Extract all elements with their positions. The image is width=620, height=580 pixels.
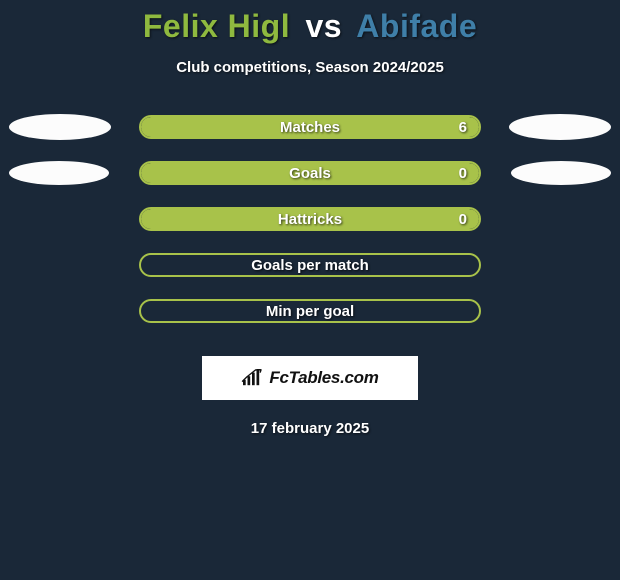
stat-label: Min per goal <box>141 301 479 321</box>
player2-name: Abifade <box>356 8 477 44</box>
vs-text: vs <box>306 8 343 44</box>
page-title: Felix Higl vs Abifade <box>0 8 620 45</box>
stat-row: Min per goal <box>0 288 620 334</box>
player2-ellipse <box>511 161 611 185</box>
stat-bar: Min per goal <box>139 299 481 323</box>
brand-text: FcTables.com <box>269 368 378 388</box>
stat-label: Matches <box>141 117 479 137</box>
stat-row: Hattricks0 <box>0 196 620 242</box>
player1-ellipse <box>9 114 111 140</box>
snapshot-date: 17 february 2025 <box>0 420 620 437</box>
subtitle: Club competitions, Season 2024/2025 <box>0 59 620 76</box>
brand-badge: FcTables.com <box>202 356 418 400</box>
stat-label: Goals per match <box>141 255 479 275</box>
stat-row: Matches6 <box>0 104 620 150</box>
stat-bar: Matches6 <box>139 115 481 139</box>
stat-row: Goals per match <box>0 242 620 288</box>
stat-bar: Goals0 <box>139 161 481 185</box>
stat-label: Goals <box>141 163 479 183</box>
stat-value: 6 <box>459 117 467 137</box>
comparison-card: Felix Higl vs Abifade Club competitions,… <box>0 0 620 437</box>
stat-value: 0 <box>459 209 467 229</box>
player1-name: Felix Higl <box>143 8 290 44</box>
stat-value: 0 <box>459 163 467 183</box>
stat-bar: Goals per match <box>139 253 481 277</box>
player1-ellipse <box>9 161 109 185</box>
stat-row: Goals0 <box>0 150 620 196</box>
stat-bar: Hattricks0 <box>139 207 481 231</box>
stat-label: Hattricks <box>141 209 479 229</box>
brand-chart-icon <box>241 369 263 387</box>
stat-rows: Matches6Goals0Hattricks0Goals per matchM… <box>0 104 620 334</box>
player2-ellipse <box>509 114 611 140</box>
